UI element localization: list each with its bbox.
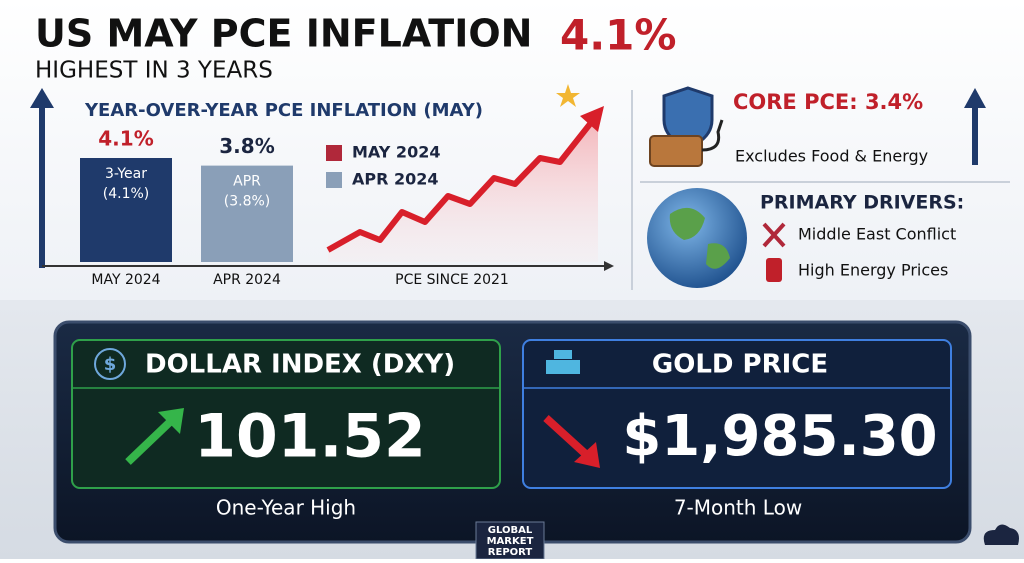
value-label: 3.8% bbox=[219, 134, 274, 158]
star-icon bbox=[556, 84, 580, 107]
x-tick-label: MAY 2024 bbox=[91, 272, 160, 288]
legend-label: APR 2024 bbox=[352, 170, 439, 189]
trend-line bbox=[326, 122, 593, 253]
legend-swatch bbox=[326, 145, 342, 161]
bar bbox=[201, 165, 293, 262]
gold-icon bbox=[554, 350, 572, 359]
gold-icon bbox=[546, 360, 580, 374]
subtitle: HIGHEST IN 3 YEARS bbox=[35, 58, 273, 84]
up-arrow bbox=[125, 417, 175, 465]
logo-icon bbox=[983, 524, 1019, 545]
value-label: 4.1% bbox=[98, 127, 153, 151]
legend-swatch bbox=[326, 172, 342, 188]
plug-icon bbox=[701, 119, 724, 152]
drivers-title: PRIMARY DRIVERS: bbox=[760, 192, 964, 214]
bar-label: 3-Year bbox=[105, 166, 147, 182]
dollar-note: One-Year High bbox=[216, 496, 356, 520]
dollar-icon-sign: $ bbox=[104, 354, 117, 375]
headline-value: 4.1% bbox=[560, 11, 676, 60]
up-arrowhead bbox=[158, 408, 184, 434]
title: US MAY PCE INFLATION bbox=[35, 12, 532, 56]
gold-card bbox=[522, 339, 952, 489]
dollar-card bbox=[71, 339, 501, 489]
baseline-arrowhead bbox=[604, 261, 614, 271]
gold-value: $1,985.30 bbox=[622, 404, 937, 469]
basket-icon bbox=[649, 135, 703, 167]
bar bbox=[80, 158, 172, 262]
trend-arrowhead bbox=[580, 106, 604, 132]
down-arrow bbox=[543, 415, 593, 461]
dollar-value: 101.52 bbox=[194, 402, 426, 472]
chart-title: YEAR-OVER-YEAR PCE INFLATION (MAY) bbox=[84, 100, 483, 121]
core-title: CORE PCE: 3.4% bbox=[733, 90, 923, 114]
barrel-icon bbox=[766, 258, 782, 282]
swords-icon bbox=[762, 222, 786, 248]
driver-item: Middle East Conflict bbox=[798, 225, 956, 244]
dollar-icon bbox=[94, 348, 126, 380]
gold-title: GOLD PRICE bbox=[652, 350, 828, 380]
core-note: Excludes Food & Energy bbox=[735, 147, 928, 166]
legend-label: MAY 2024 bbox=[352, 143, 440, 162]
dollar-title: DOLLAR INDEX (DXY) bbox=[145, 350, 455, 380]
up-arrowhead bbox=[964, 88, 986, 108]
badge-text: REPORT bbox=[488, 547, 533, 558]
badge-text: MARKET bbox=[487, 536, 534, 547]
badge-text: GLOBAL bbox=[488, 525, 533, 536]
trend-label: PCE SINCE 2021 bbox=[395, 272, 509, 288]
axis-arrowhead bbox=[30, 88, 54, 108]
x-tick-label: APR 2024 bbox=[213, 272, 281, 288]
globe-icon bbox=[647, 188, 747, 288]
down-arrowhead bbox=[574, 442, 600, 468]
driver-item: High Energy Prices bbox=[798, 261, 948, 280]
gold-note: 7-Month Low bbox=[674, 496, 802, 520]
globe-land bbox=[669, 207, 730, 269]
bar-label: (3.8%) bbox=[224, 194, 271, 210]
bar-label: APR bbox=[233, 174, 261, 190]
bar-label: (4.1%) bbox=[103, 186, 150, 202]
